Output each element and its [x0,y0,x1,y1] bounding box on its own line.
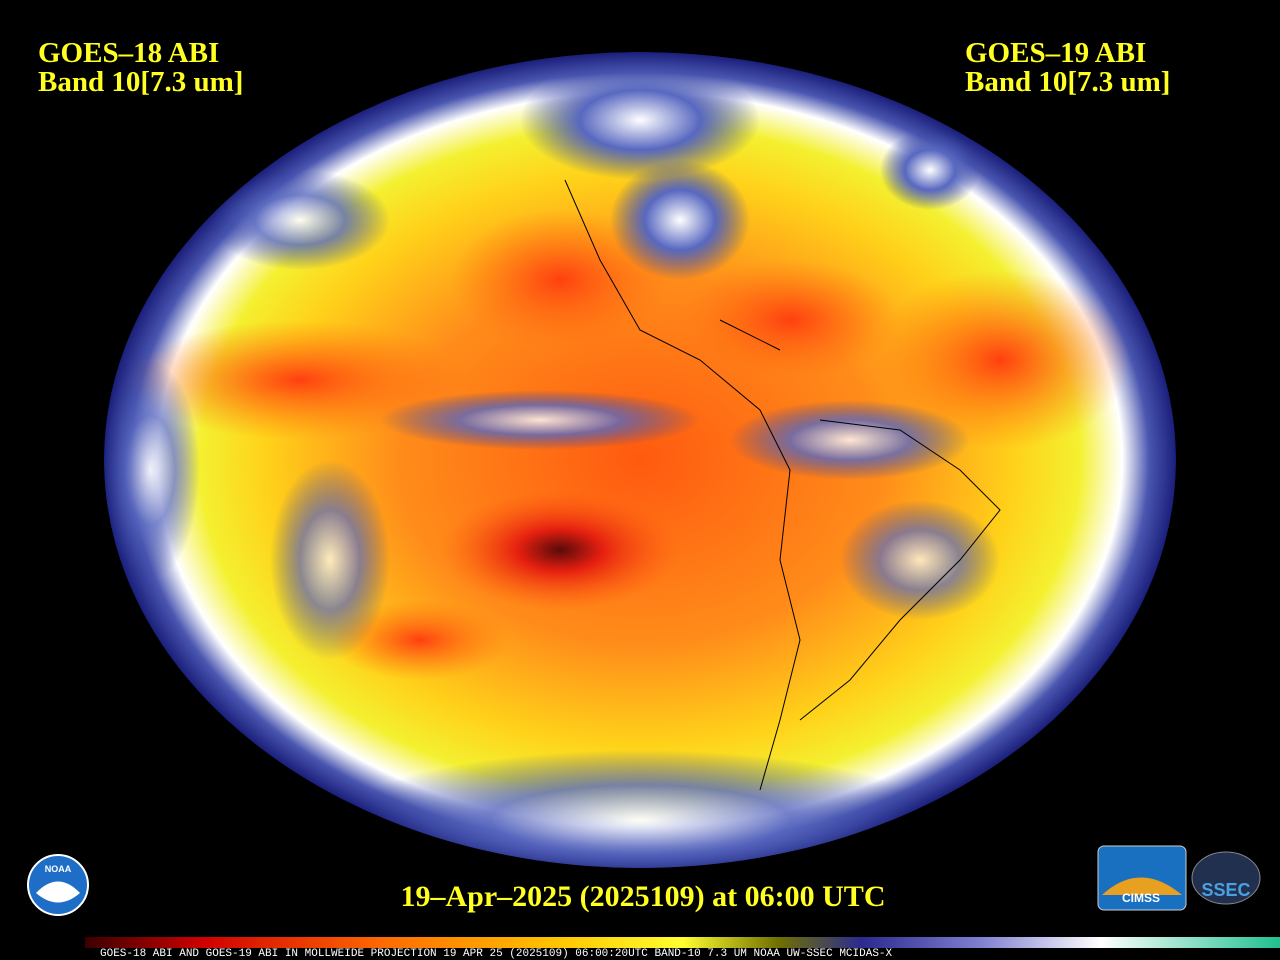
logo-text: NOAA [45,864,72,874]
noaa-logo: NOAA [27,854,89,916]
left-satellite: GOES–18 ABI [38,37,219,69]
globe [104,52,1176,868]
right-satellite: GOES–19 ABI [965,37,1146,69]
cimss-logo: CIMSS [1097,845,1187,911]
ssec-logo: SSEC [1191,851,1261,905]
right-band: Band 10[7.3 um] [965,66,1170,98]
timestamp: 19–Apr–2025 (2025109) at 06:00 UTC [401,880,886,913]
logo-text: CIMSS [1122,891,1160,905]
footer-caption: GOES-18 ABI AND GOES-19 ABI IN MOLLWEIDE… [100,948,893,960]
color-bar [85,937,1280,948]
logo-text: SSEC [1201,880,1250,900]
left-band: Band 10[7.3 um] [38,66,243,98]
